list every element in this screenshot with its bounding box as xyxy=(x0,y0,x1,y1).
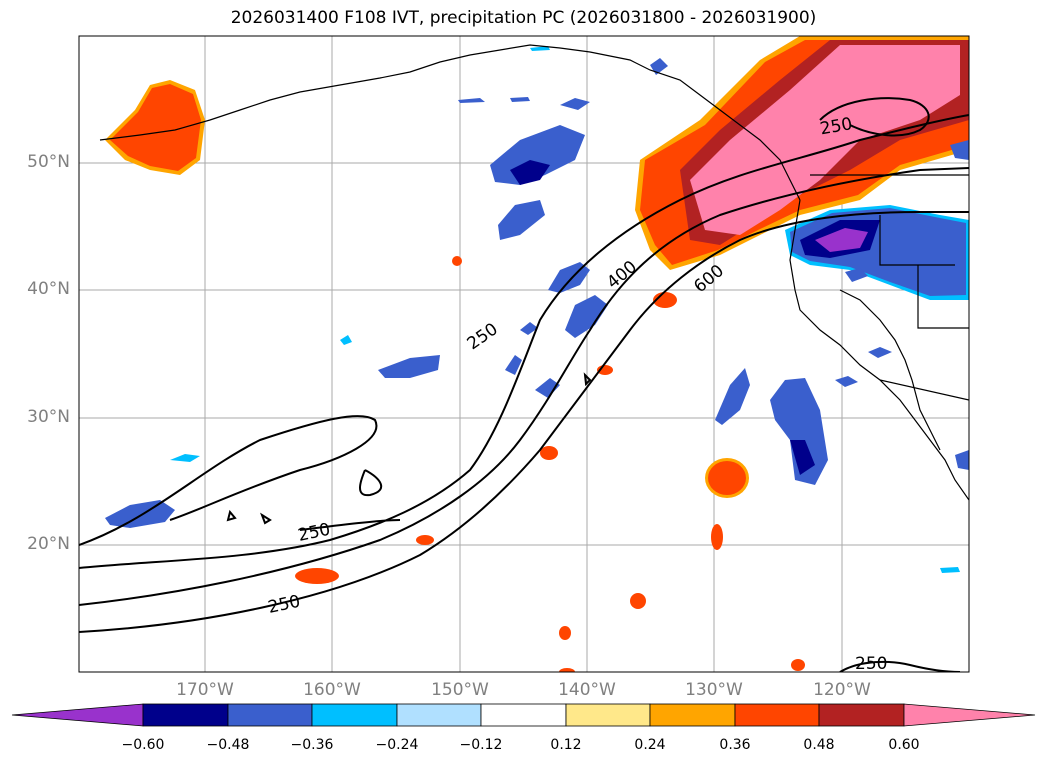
lon-label: 130°W xyxy=(685,680,743,700)
lat-label: 20°N xyxy=(27,534,70,554)
lat-label: 50°N xyxy=(27,152,70,172)
colorbar-swatch xyxy=(227,703,313,727)
ivt-contours xyxy=(79,97,969,672)
colorbar-tick: −0.36 xyxy=(290,737,334,753)
lon-label: 150°W xyxy=(431,680,489,700)
colorbar-swatch xyxy=(565,703,651,727)
colorbar-tick: −0.24 xyxy=(375,737,419,753)
colorbar-swatch xyxy=(903,703,1036,727)
lon-label: 140°W xyxy=(558,680,616,700)
colorbar-tick: −0.60 xyxy=(121,737,165,753)
map-title: 2026031400 F108 IVT, precipitation PC (2… xyxy=(230,8,817,28)
lon-label: 160°W xyxy=(303,680,361,700)
coastlines xyxy=(99,44,969,501)
colorbar-swatch xyxy=(311,703,398,727)
contour-label: 250 xyxy=(855,654,887,674)
colorbar-tick: −0.48 xyxy=(206,737,250,753)
colorbar-swatch xyxy=(142,703,229,727)
map-frame xyxy=(78,35,970,673)
lat-label: 30°N xyxy=(27,407,70,427)
colorbar-tick: 0.12 xyxy=(550,737,582,753)
positive-precip-anomaly xyxy=(105,36,969,672)
lat-label: 40°N xyxy=(27,279,70,299)
colorbar-swatch xyxy=(396,703,482,727)
lon-label: 170°W xyxy=(176,680,234,700)
negative-precip-anomaly xyxy=(105,46,969,573)
colorbar-tick: 0.48 xyxy=(803,737,835,753)
colorbar-swatch xyxy=(11,703,144,727)
colorbar-swatch xyxy=(480,703,567,727)
colorbar-tick: 0.60 xyxy=(888,737,920,753)
colorbar-swatch xyxy=(649,703,736,727)
colorbar-swatch xyxy=(734,703,820,727)
colorbar-swatch xyxy=(818,703,905,727)
colorbar xyxy=(11,703,1036,727)
colorbar-tick: −0.12 xyxy=(459,737,503,753)
colorbar-tick: 0.24 xyxy=(634,737,666,753)
lon-label: 120°W xyxy=(813,680,871,700)
colorbar-tick: 0.36 xyxy=(719,737,751,753)
